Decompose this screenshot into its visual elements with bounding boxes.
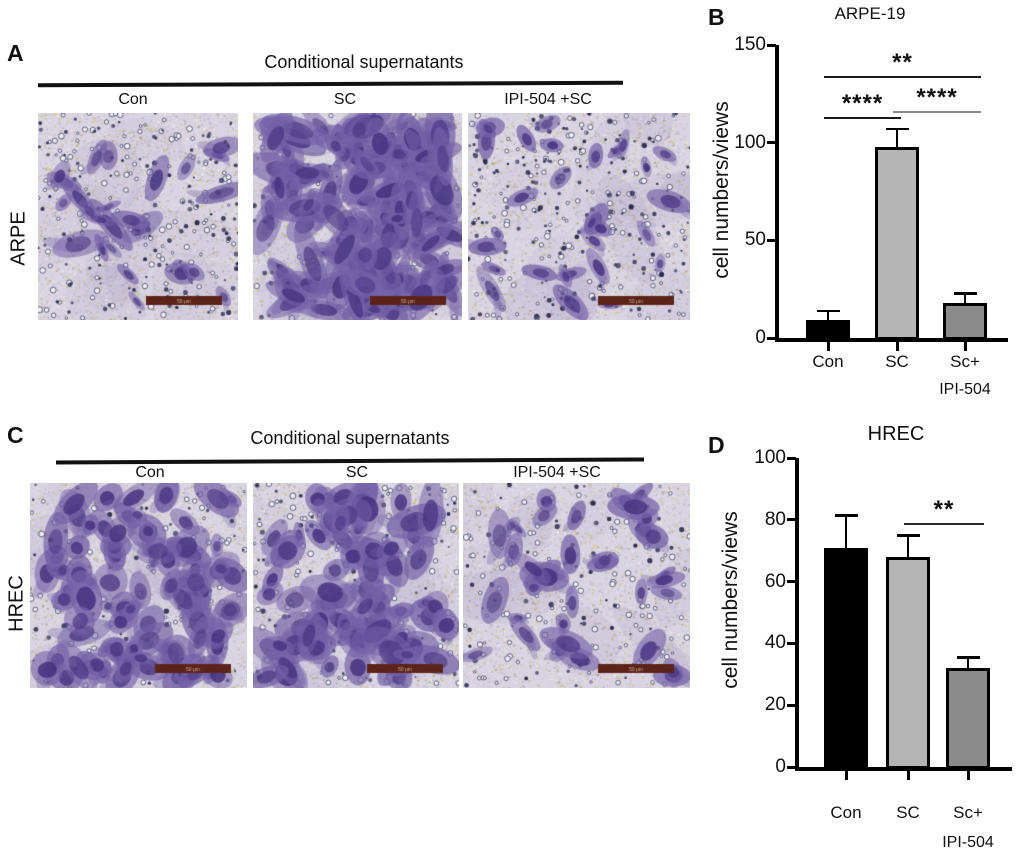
error-bar-cap [834, 514, 858, 517]
y-tick-label: 100 [734, 131, 766, 153]
x-sub-label: IPI-504 [942, 834, 994, 851]
micrograph-arpe-ipi-504-sc [468, 113, 690, 320]
x-axis-tick [963, 342, 967, 351]
y-tick-label: 150 [734, 34, 766, 55]
bar-con [824, 547, 868, 769]
x-sub-label: IPI-504 [939, 381, 991, 398]
error-bar-stem [966, 657, 970, 673]
significance-line [824, 117, 901, 120]
panel-a-header: Conditional supernatants [264, 52, 464, 72]
significance-line [904, 522, 984, 525]
chart-hrec: D HREC cell numbers/views 0 20 40 60 80 100 Co… [700, 420, 1020, 853]
panel-a-column-sc: SC [333, 91, 357, 108]
x-category-label: Con [830, 803, 862, 822]
panel-c-row-label: HREC [5, 575, 28, 632]
y-axis-tick [787, 641, 796, 645]
x-category-label: Sc+ [950, 352, 980, 371]
x-axis-tick [895, 342, 899, 351]
micrograph-hrec-ipi-504-sc [463, 483, 690, 688]
micrograph-hrec-con [30, 483, 247, 688]
y-tick-label: 50 [744, 229, 766, 251]
chart-b-title: ARPE-19 [834, 4, 906, 23]
x-category-label: Sc+ [953, 803, 983, 822]
error-bar-cap [816, 309, 840, 313]
y-axis-tick [787, 765, 796, 769]
micrograph-arpe-con [38, 113, 238, 320]
y-axis-tick [767, 238, 776, 242]
y-tick-label: 80 [764, 508, 786, 530]
error-bar-stem [844, 515, 848, 552]
panel-c-header: Conditional supernatants [250, 428, 450, 448]
y-tick-label: 100 [754, 447, 786, 468]
y-tick-label: 60 [764, 570, 786, 592]
panel-c-column-ipi504-sc: IPI-504 +SC [513, 464, 601, 481]
y-tick-label: 0 [775, 756, 786, 777]
panel-b-label: B [708, 4, 725, 30]
panel-a-row-label: ARPE [7, 211, 30, 266]
x-category-label: Con [812, 352, 844, 371]
y-axis-tick [767, 336, 776, 340]
x-axis-line [775, 338, 1008, 342]
bar-sc [875, 146, 919, 340]
error-bar-cap [896, 534, 920, 537]
bar-sc [886, 556, 930, 769]
error-bar-cap [885, 127, 909, 131]
y-axis-tick [787, 456, 796, 460]
y-tick-label: 20 [764, 694, 786, 716]
x-axis-line [795, 767, 1012, 771]
panel-c-column-con: Con [135, 464, 165, 481]
y-axis-tick [767, 141, 776, 145]
error-bar-stem [906, 535, 910, 561]
x-axis-tick [826, 342, 830, 351]
x-category-label: SC [885, 352, 909, 371]
bar-con [806, 320, 850, 340]
panel-a-header-line [37, 80, 624, 87]
x-axis-tick [966, 771, 970, 780]
error-bar-stem [895, 128, 899, 151]
bar-sc- [943, 302, 987, 340]
significance-label: **** [916, 84, 958, 112]
significance-label: **** [841, 90, 884, 118]
significance-label: ** [933, 495, 955, 523]
micrograph-arpe-sc [253, 113, 462, 320]
micrograph-hrec-sc [253, 483, 459, 688]
y-tick-label: 40 [764, 632, 786, 654]
panel-c-label: C [7, 422, 24, 448]
chart-arpe19: B ARPE-19 cell numbers/views 0 50 100 150 Co… [700, 0, 1020, 400]
significance-line [893, 111, 981, 114]
x-axis-tick [906, 771, 910, 780]
bar-sc- [946, 668, 990, 769]
panel-c-column-sc: SC [345, 464, 369, 481]
y-axis-line [775, 45, 779, 342]
panel-a-label: A [7, 40, 24, 66]
y-tick-label: 0 [755, 327, 766, 348]
error-bar-stem [963, 293, 967, 307]
significance-line [824, 76, 981, 79]
y-axis-tick [767, 43, 776, 47]
error-bar-cap [953, 292, 977, 295]
x-axis-tick [844, 771, 848, 780]
y-axis-tick [787, 703, 796, 707]
panel-a-column-con: Con [118, 91, 148, 108]
panel-d-label: D [708, 432, 725, 458]
error-bar-stem [826, 310, 830, 325]
chart-d-title: HREC [867, 423, 925, 445]
y-axis-tick [787, 580, 796, 584]
significance-label: ** [892, 49, 913, 77]
chart-b-y-axis-label: cell numbers/views [710, 101, 733, 279]
y-axis-tick [787, 518, 796, 522]
error-bar-cap [956, 656, 980, 659]
panel-a-column-ipi504-sc: IPI-504 +SC [504, 91, 592, 108]
x-category-label: SC [896, 803, 920, 822]
y-axis-line [795, 458, 799, 771]
